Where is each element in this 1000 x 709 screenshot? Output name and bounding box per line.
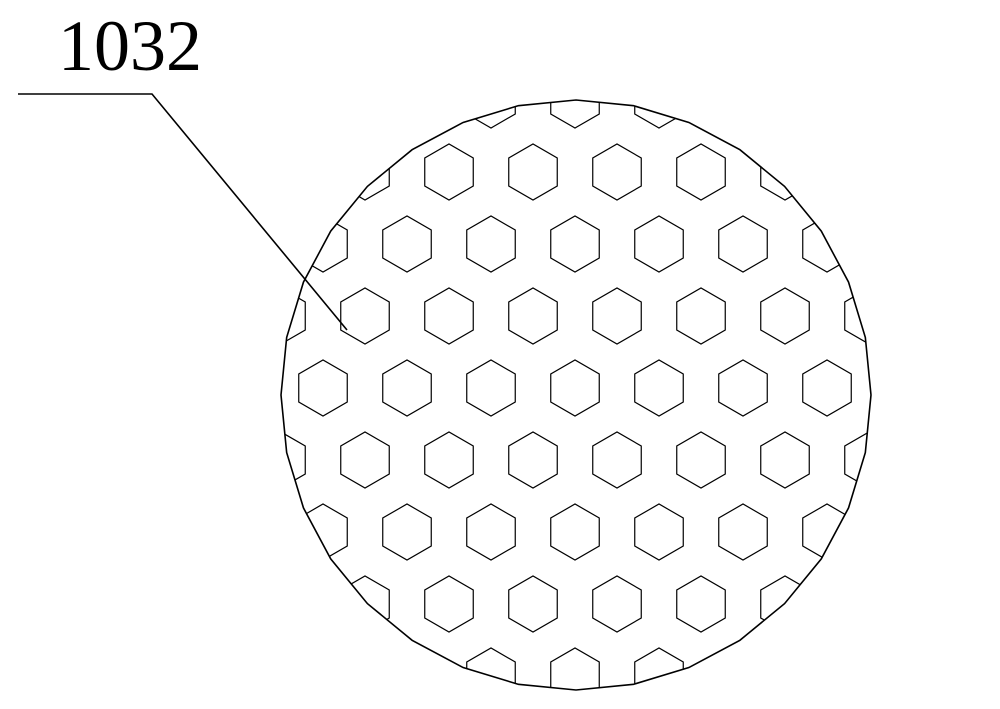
reference-label: 1032	[58, 6, 202, 86]
hexagon	[425, 288, 474, 344]
hexagon	[551, 648, 600, 704]
circle-outline	[281, 100, 871, 690]
hexagon-pattern	[257, 72, 936, 704]
hexagon	[551, 360, 600, 416]
hexagon	[509, 144, 558, 200]
hexagon	[677, 432, 726, 488]
hexagon	[803, 504, 852, 560]
hexagon	[383, 216, 432, 272]
hexagon	[425, 432, 474, 488]
hexagon	[341, 288, 390, 344]
hexagon	[593, 576, 642, 632]
hexagon	[257, 432, 306, 488]
hexagon	[719, 360, 768, 416]
hexagon	[635, 216, 684, 272]
hexagon	[803, 360, 852, 416]
hexagon	[845, 288, 894, 344]
hexagon	[635, 360, 684, 416]
hexagon	[257, 288, 306, 344]
hexagon	[341, 432, 390, 488]
hexagon	[509, 576, 558, 632]
leader-line	[18, 94, 347, 330]
hexagon	[425, 144, 474, 200]
hexagon	[803, 216, 852, 272]
hexagon	[383, 504, 432, 560]
hexagon	[677, 144, 726, 200]
hexagon	[299, 360, 348, 416]
hexagon	[551, 504, 600, 560]
hexagon	[509, 432, 558, 488]
hexagon	[677, 576, 726, 632]
hexagon	[593, 432, 642, 488]
hexagon	[635, 72, 684, 128]
hexagon	[341, 144, 390, 200]
hexagon	[677, 288, 726, 344]
hexagon	[719, 504, 768, 560]
hexagon	[467, 504, 516, 560]
hexagon	[383, 648, 432, 704]
hexagon	[719, 648, 768, 704]
hexagon	[425, 576, 474, 632]
hexagon	[887, 360, 936, 416]
hexagon	[761, 288, 810, 344]
hexagon	[593, 144, 642, 200]
hexagon	[719, 216, 768, 272]
hexagon	[761, 432, 810, 488]
hexagon	[551, 216, 600, 272]
hexagon	[341, 576, 390, 632]
hexagon	[509, 288, 558, 344]
technical-figure: 1032	[0, 0, 1000, 709]
hexagon	[467, 216, 516, 272]
hexagon	[467, 360, 516, 416]
hexagon	[845, 432, 894, 488]
hexagon	[635, 504, 684, 560]
hexagon	[383, 360, 432, 416]
hexagon	[593, 288, 642, 344]
